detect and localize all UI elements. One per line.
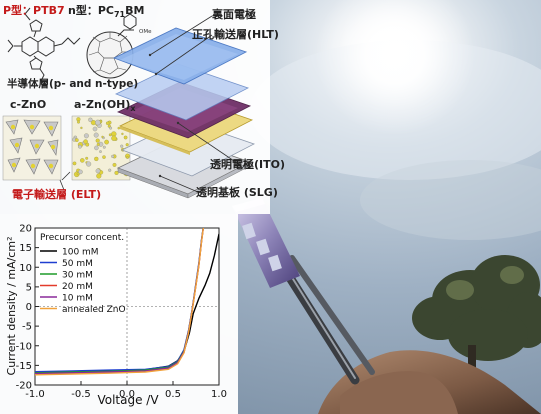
y-tick-label: -5 <box>22 322 32 333</box>
y-tick-label: 10 <box>19 263 32 274</box>
sun <box>315 0 475 135</box>
back-electrode-label: 裏面電極 <box>212 8 256 21</box>
hand <box>318 350 541 414</box>
y-axis-label: Current density / mA/cm² <box>5 237 18 376</box>
n-type-suffix: BM <box>125 4 145 17</box>
x-axis-label: Voltage /V <box>97 393 159 407</box>
legend-label: 10 mM <box>62 294 93 304</box>
series-line-annealed-zno <box>35 228 205 376</box>
czno-label: c-ZnO <box>10 98 47 111</box>
n-type-subscript: 71 <box>113 10 126 20</box>
legend-label: 30 mM <box>62 271 93 281</box>
y-tick-label: 20 <box>19 224 32 235</box>
x-tick-label: -1.0 <box>25 389 45 400</box>
tweezers <box>275 255 375 385</box>
azn-oh-label: a-Zn(OH)x <box>74 98 136 115</box>
y-tick-label: -15 <box>16 361 32 372</box>
azn-oh-subscript: x <box>130 104 136 114</box>
n-type-prefix: n型：PC <box>68 4 114 17</box>
legend-title: Precursor concent. <box>40 233 124 243</box>
x-tick-label: 0.0 <box>119 389 135 400</box>
n-type-label: n型：PC71BM <box>68 4 144 21</box>
azn-oh-prefix: a-Zn(OH) <box>74 98 131 111</box>
etl-label: 電子輸送層 (ELT) <box>12 188 102 201</box>
legend-label: 100 mM <box>62 248 99 258</box>
hlt-label: 正孔輸送層(HLT) <box>192 28 279 41</box>
molecule-ome-label: OMe <box>139 29 152 35</box>
y-tick-label: 15 <box>19 243 32 254</box>
legend-label: 20 mM <box>62 282 93 292</box>
y-tick-label: 0 <box>26 302 32 313</box>
x-tick-label: 0.5 <box>165 389 181 400</box>
p-type-label: P型：PTB7 <box>3 4 65 17</box>
y-tick-label: 5 <box>26 282 32 293</box>
ptb7-molecule <box>7 7 81 82</box>
jv-chart: -1.0 -0.5 0.0 0.5 1.0 -20 -15 -10 -5 0 5 10 15 20 100… <box>0 214 238 414</box>
slg-label: 透明基板 (SLG) <box>196 186 278 199</box>
x-tick-label: -0.5 <box>71 389 91 400</box>
czno-crystal-image <box>2 115 62 181</box>
y-tick-label: -10 <box>16 341 32 352</box>
legend-label: annealed ZnO <box>62 305 126 315</box>
device-layer-stack <box>59 15 256 199</box>
legend-label: 50 mM <box>62 259 93 269</box>
y-tick-label: -20 <box>16 381 32 392</box>
semiconductor-layer-label: 半導体層(p- and n-type) <box>7 78 139 90</box>
ito-label: 透明電極(ITO) <box>210 158 286 171</box>
x-tick-label: 1.0 <box>211 389 227 400</box>
p-type-text: P型：PTB7 <box>3 4 65 17</box>
